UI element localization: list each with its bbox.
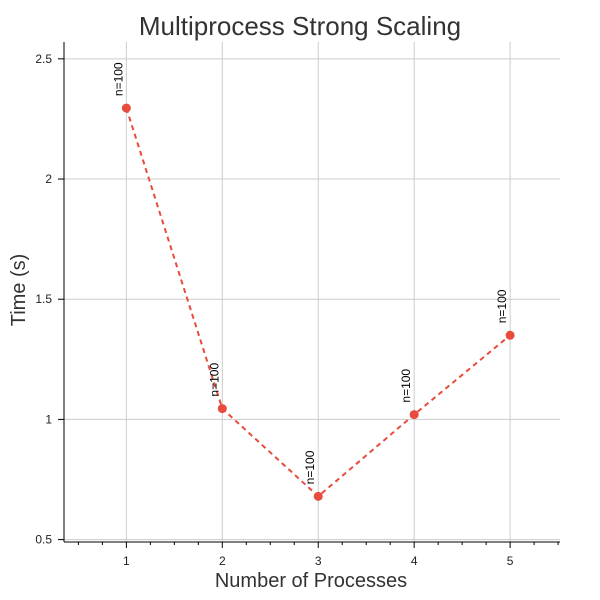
data-label: n=100: [207, 363, 221, 397]
data-label: n=100: [111, 62, 125, 96]
y-tick-label: 2.5: [35, 52, 52, 66]
x-tick-label: 2: [219, 554, 226, 568]
chart-title: Multiprocess Strong Scaling: [139, 11, 461, 41]
data-labels: n=100 n=100 n=100 n=100 n=100: [111, 62, 509, 484]
grid-lines: [64, 42, 560, 542]
y-tick-label: 1: [45, 412, 52, 426]
axes: 1 2 3 4 5 0.5 1 1.5 2 2.5: [35, 42, 560, 568]
x-tick-label: 5: [507, 554, 514, 568]
y-tick-label: 2: [45, 172, 52, 186]
x-axis-label: Number of Processes: [215, 570, 407, 592]
data-point: [313, 491, 323, 501]
x-tick-label: 3: [315, 554, 322, 568]
x-tick-label: 4: [411, 554, 418, 568]
data-point: [121, 103, 131, 113]
data-label: n=100: [303, 450, 317, 484]
data-label: n=100: [399, 369, 413, 403]
data-point: [217, 404, 227, 414]
y-tick-label: 0.5: [35, 533, 52, 547]
series-layer: [121, 103, 515, 501]
data-point: [409, 410, 419, 420]
y-tick-label: 1.5: [35, 292, 52, 306]
data-label: n=100: [495, 289, 509, 323]
x-tick-label: 1: [123, 554, 130, 568]
y-axis-label: Time (s): [8, 254, 30, 327]
data-point: [505, 330, 515, 340]
